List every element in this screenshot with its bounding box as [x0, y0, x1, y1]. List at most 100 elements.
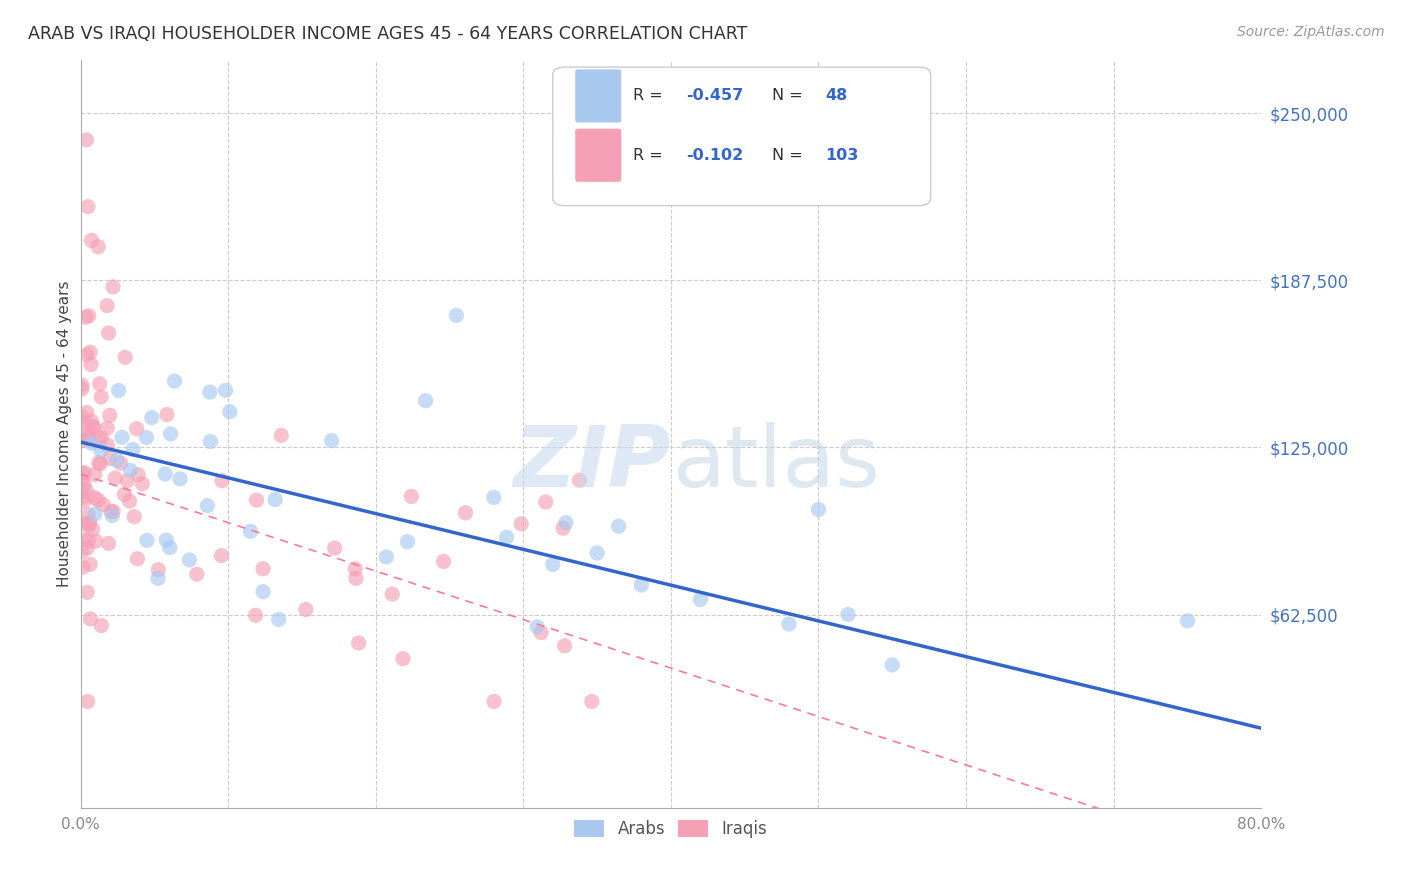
- Point: [97, 326, 120, 340]
- Text: R =: R =: [633, 148, 668, 162]
- Point: [118, 494, 141, 508]
- Point: [554, 516, 576, 530]
- Point: [323, 541, 346, 555]
- Point: [70, 544, 93, 558]
- Point: [77, 508, 100, 522]
- Point: [82, 419, 104, 434]
- Text: 103: 103: [825, 148, 859, 162]
- Text: R =: R =: [633, 88, 668, 103]
- Point: [83, 507, 105, 521]
- Point: [186, 567, 208, 582]
- Point: [79, 345, 101, 359]
- Point: [110, 456, 132, 470]
- Point: [72, 560, 94, 574]
- Point: [77, 200, 100, 214]
- Point: [534, 495, 557, 509]
- Point: [122, 509, 145, 524]
- Point: [270, 428, 292, 442]
- Point: [76, 405, 98, 419]
- Point: [83, 491, 105, 505]
- Point: [141, 410, 163, 425]
- Point: [239, 524, 262, 539]
- Point: [554, 639, 576, 653]
- Point: [77, 533, 100, 548]
- Point: [195, 499, 218, 513]
- Point: [252, 584, 274, 599]
- Point: [526, 620, 548, 634]
- Point: [70, 466, 93, 480]
- Point: [91, 498, 114, 512]
- Point: [83, 467, 105, 482]
- Point: [70, 409, 93, 424]
- Text: N =: N =: [772, 88, 808, 103]
- Point: [321, 434, 343, 448]
- Point: [264, 492, 287, 507]
- Point: [73, 494, 96, 508]
- Point: [159, 541, 181, 555]
- Point: [446, 309, 468, 323]
- Point: [122, 442, 145, 457]
- Point: [77, 423, 100, 437]
- Point: [347, 636, 370, 650]
- Point: [72, 490, 94, 504]
- Point: [807, 502, 830, 516]
- Point: [107, 384, 129, 398]
- Point: [76, 585, 98, 599]
- Point: [89, 376, 111, 391]
- Point: [581, 694, 603, 708]
- Point: [200, 434, 222, 449]
- Point: [198, 385, 221, 400]
- Point: [245, 608, 267, 623]
- Point: [689, 592, 711, 607]
- Point: [76, 694, 98, 708]
- Point: [131, 476, 153, 491]
- Point: [381, 587, 404, 601]
- Point: [344, 571, 367, 585]
- Point: [146, 571, 169, 585]
- Point: [100, 505, 122, 519]
- Point: [112, 487, 135, 501]
- Point: [120, 463, 142, 477]
- Point: [135, 430, 157, 444]
- Point: [530, 625, 553, 640]
- Point: [541, 558, 564, 572]
- Point: [77, 518, 100, 533]
- Point: [837, 607, 859, 622]
- Point: [211, 549, 233, 563]
- Point: [80, 436, 103, 450]
- Point: [568, 473, 591, 487]
- Point: [882, 657, 904, 672]
- Point: [80, 358, 103, 372]
- Point: [98, 409, 121, 423]
- Point: [87, 493, 110, 508]
- Point: [252, 562, 274, 576]
- Point: [80, 233, 103, 247]
- Point: [77, 309, 100, 323]
- Point: [73, 416, 96, 430]
- Point: [77, 429, 100, 443]
- Point: [73, 466, 96, 480]
- Point: [155, 533, 177, 547]
- FancyBboxPatch shape: [575, 70, 621, 122]
- Point: [87, 240, 110, 254]
- Point: [89, 457, 111, 471]
- Text: -0.102: -0.102: [686, 148, 744, 162]
- Legend: Arabs, Iraqis: Arabs, Iraqis: [568, 814, 775, 845]
- Point: [396, 534, 419, 549]
- Point: [70, 474, 93, 488]
- Point: [169, 472, 191, 486]
- Point: [90, 443, 112, 458]
- Point: [90, 618, 112, 632]
- Point: [96, 299, 118, 313]
- Text: Source: ZipAtlas.com: Source: ZipAtlas.com: [1237, 25, 1385, 39]
- Point: [77, 431, 100, 445]
- Point: [76, 348, 98, 362]
- Point: [90, 390, 112, 404]
- Point: [90, 431, 112, 445]
- Point: [111, 430, 134, 444]
- Point: [211, 474, 233, 488]
- Text: 48: 48: [825, 88, 848, 103]
- Point: [75, 484, 97, 499]
- Point: [433, 554, 456, 568]
- Point: [101, 504, 124, 518]
